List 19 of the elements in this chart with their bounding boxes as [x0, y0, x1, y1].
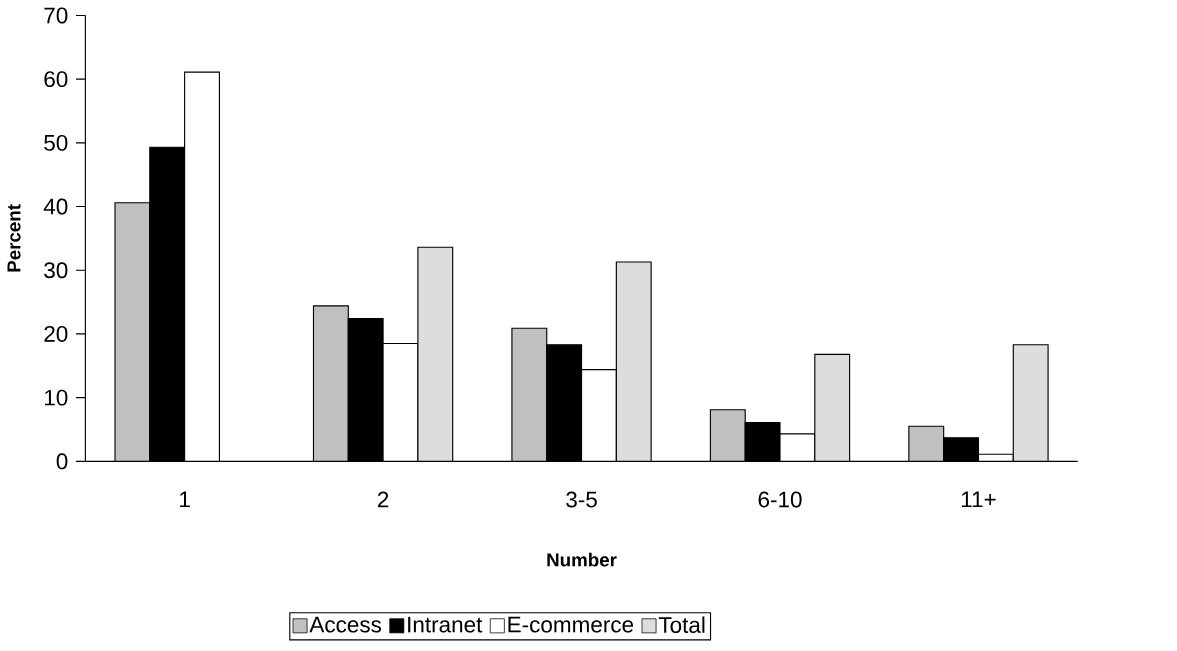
- y-tick-label: 10: [45, 389, 68, 406]
- legend-label: E-commerce: [508, 616, 634, 633]
- x-tick-label: 6-10: [758, 491, 802, 508]
- y-tick-label: 40: [43, 198, 68, 215]
- y-tick-label: 0: [56, 453, 68, 470]
- y-tick-label: 30: [44, 262, 68, 279]
- x-tick-label: 1: [180, 491, 190, 507]
- x-tick-label: 2: [377, 491, 389, 508]
- y-tick-label: 60: [44, 71, 68, 87]
- legend-label: Intranet: [408, 616, 483, 633]
- x-tick-label: 3-5: [566, 491, 597, 508]
- y-axis-title: Percent: [7, 204, 21, 272]
- y-tick-label: 20: [44, 325, 68, 342]
- x-axis-title: Number: [547, 552, 617, 567]
- legend-label: Access: [309, 616, 382, 633]
- y-tick-label: 70: [44, 7, 68, 24]
- legend-label: Total: [658, 616, 705, 633]
- y-tick-label: 50: [44, 134, 68, 151]
- x-tick-label: 11+: [961, 491, 996, 507]
